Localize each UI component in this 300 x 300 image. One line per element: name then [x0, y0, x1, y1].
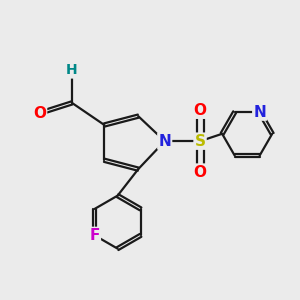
Text: N: N: [158, 134, 171, 149]
Text: S: S: [195, 134, 206, 149]
Text: O: O: [194, 103, 207, 118]
Text: F: F: [89, 228, 100, 243]
Text: O: O: [33, 106, 46, 121]
Text: H: H: [66, 64, 78, 77]
Text: N: N: [253, 105, 266, 120]
Text: O: O: [194, 165, 207, 180]
